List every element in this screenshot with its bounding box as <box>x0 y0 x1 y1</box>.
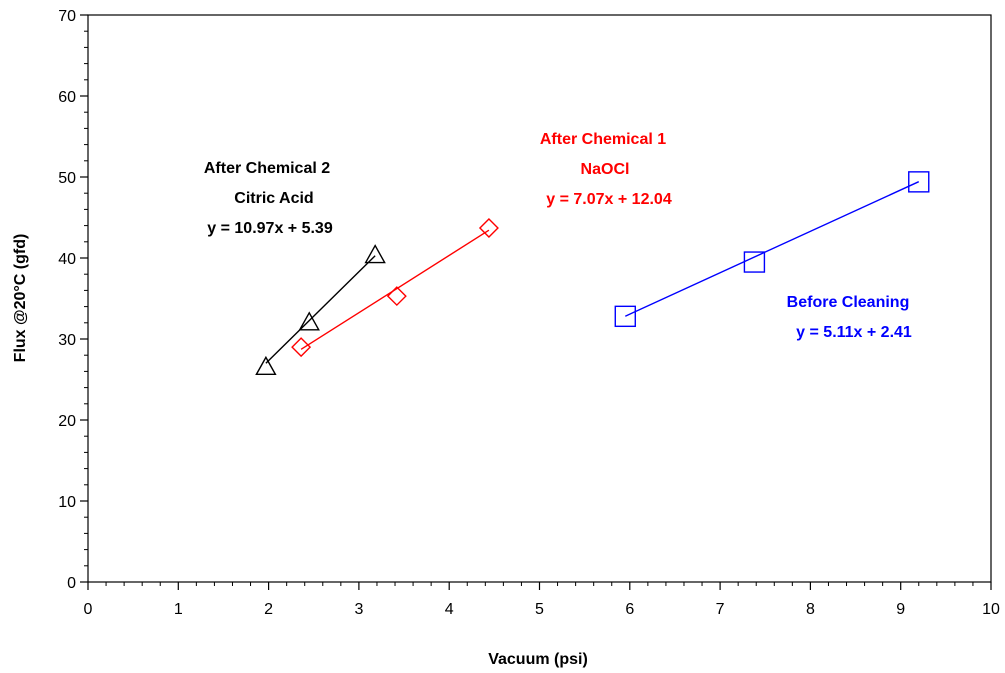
x-axis-title: Vacuum (psi) <box>488 651 588 668</box>
x-tick-label: 7 <box>716 601 725 618</box>
before-label-line1: Before Cleaning <box>787 294 910 311</box>
x-tick-label: 2 <box>264 601 273 618</box>
y-tick-label: 70 <box>58 8 76 25</box>
x-tick-label: 6 <box>625 601 634 618</box>
series-layer <box>255 171 930 376</box>
y-axis-title: Flux @20°C (gfd) <box>12 234 29 363</box>
before-point <box>614 305 636 328</box>
chem2-label-line1: After Chemical 2 <box>204 160 330 177</box>
chem1-label-line1: After Chemical 1 <box>540 131 666 148</box>
y-tick-label: 30 <box>58 332 76 349</box>
x-axis: 0 1 2 3 4 5 6 7 8 9 10 <box>84 582 1000 618</box>
chem2-point <box>364 244 386 264</box>
chem1-fit-equation: y = 7.07x + 12.04 <box>546 191 672 208</box>
before-point <box>908 171 930 193</box>
chem2-point <box>298 311 320 331</box>
x-tick-label: 8 <box>806 601 815 618</box>
x-tick-label: 10 <box>982 601 1000 618</box>
y-axis: 0 10 20 30 40 50 60 70 <box>58 8 88 592</box>
x-tick-label: 9 <box>896 601 905 618</box>
chem1-point <box>386 286 407 307</box>
y-tick-label: 20 <box>58 413 76 430</box>
y-tick-label: 0 <box>67 575 76 592</box>
chem2-label-line2: Citric Acid <box>234 190 313 207</box>
chem2-series <box>255 244 386 376</box>
before-fit-line <box>624 181 920 317</box>
annotations: After Chemical 2 Citric Acid y = 10.97x … <box>204 131 912 341</box>
x-tick-label: 5 <box>535 601 544 618</box>
chem1-point <box>478 218 499 239</box>
before-series <box>614 171 930 328</box>
x-tick-label: 3 <box>354 601 363 618</box>
y-tick-label: 60 <box>58 89 76 106</box>
x-tick-label: 0 <box>84 601 93 618</box>
y-tick-label: 50 <box>58 170 76 187</box>
chem2-fit-equation: y = 10.97x + 5.39 <box>207 220 333 237</box>
chem1-label-line2: NaOCl <box>581 161 630 178</box>
chem1-series <box>291 218 499 358</box>
x-tick-label: 4 <box>445 601 454 618</box>
y-tick-label: 40 <box>58 251 76 268</box>
y-tick-label: 10 <box>58 494 76 511</box>
chem1-point <box>291 337 312 358</box>
before-point <box>743 251 766 273</box>
x-tick-label: 1 <box>174 601 183 618</box>
before-fit-equation: y = 5.11x + 2.41 <box>796 324 912 341</box>
chem2-fit-line <box>265 255 376 364</box>
chem2-point <box>255 355 277 376</box>
